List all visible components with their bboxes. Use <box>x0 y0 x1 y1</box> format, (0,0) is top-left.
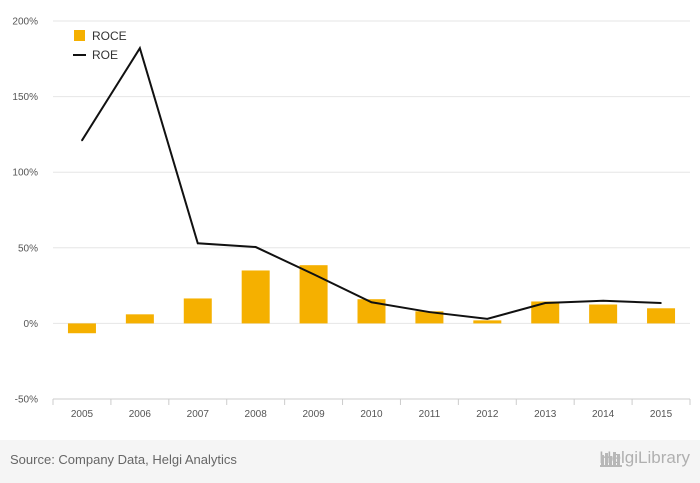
chart: -50% 0% 50% 100% 150% 200% 2005 2006 2007 2008 200… <box>12 17 691 420</box>
library-icon <box>600 452 623 467</box>
point-roe <box>254 246 257 248</box>
point-roe <box>139 47 141 50</box>
bar-roce <box>473 320 502 324</box>
bar-roce <box>647 308 676 324</box>
bar-roce <box>241 270 270 324</box>
bar-roce <box>415 311 444 324</box>
x-tick-label: 2009 <box>302 409 325 420</box>
x-tick-label: 2010 <box>360 409 383 420</box>
point-roe <box>81 139 83 142</box>
bar-roce <box>67 323 96 334</box>
point-roe <box>602 299 604 302</box>
bar-roce <box>589 304 618 324</box>
brand-logo: HelgiLibrary <box>599 448 690 468</box>
y-tick-label: 0% <box>24 319 39 330</box>
line-roe <box>81 45 662 320</box>
legend-label-roce: ROCE <box>92 29 127 43</box>
point-roe <box>544 302 547 304</box>
x-tick-label: 2005 <box>71 409 94 420</box>
y-tick-label: 100% <box>12 168 38 179</box>
x-tick-label: 2011 <box>419 409 441 420</box>
legend-swatch-roce <box>74 30 85 41</box>
point-roe <box>196 242 199 245</box>
point-roe <box>312 273 315 276</box>
bar-roce <box>183 298 212 324</box>
bar-roce <box>531 301 560 324</box>
x-tick-label: 2006 <box>129 409 152 420</box>
source-text: Source: Company Data, Helgi Analytics <box>10 452 237 467</box>
x-tick-label: 2014 <box>592 409 615 420</box>
x-tick-label: 2013 <box>534 409 557 420</box>
y-tick-label: 150% <box>12 92 38 103</box>
bar-roce <box>125 314 154 324</box>
point-roe <box>660 302 662 304</box>
x-tick-label: 2012 <box>476 409 499 420</box>
x-tick-label: 2008 <box>245 409 268 420</box>
x-tick-label: 2015 <box>650 409 673 420</box>
y-tick-label: -50% <box>15 395 38 406</box>
brand-name: HelgiLibrary <box>599 448 690 467</box>
point-roe <box>370 301 373 304</box>
footer: Source: Company Data, Helgi Analytics He… <box>0 440 700 483</box>
x-tick-label: 2007 <box>187 409 210 420</box>
legend-label-roe: ROE <box>92 48 118 62</box>
y-tick-label: 50% <box>18 243 38 254</box>
point-roe <box>486 318 489 320</box>
point-roe <box>428 311 431 313</box>
y-tick-label: 200% <box>12 17 38 28</box>
